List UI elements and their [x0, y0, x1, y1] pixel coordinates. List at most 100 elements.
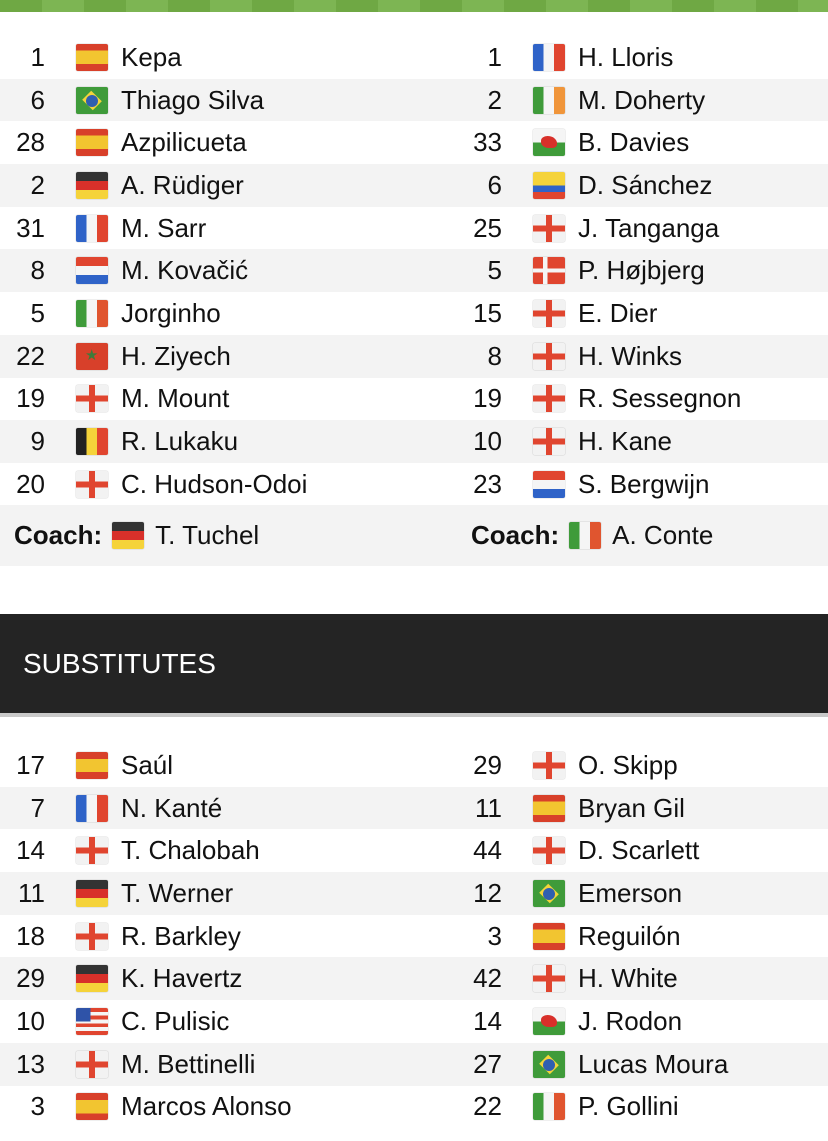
player-name[interactable]: P. Højbjerg — [578, 255, 705, 286]
away-player[interactable]: 44 D. Scarlett — [457, 829, 828, 872]
player-name[interactable]: Emerson — [578, 877, 683, 908]
home-player[interactable]: 13 M. Bettinelli — [0, 1043, 457, 1086]
player-name[interactable]: H. Lloris — [578, 41, 674, 72]
player-name[interactable]: M. Mount — [121, 383, 230, 414]
shirt-number: 5 — [30, 297, 45, 328]
away-player[interactable]: 29 O. Skipp — [457, 744, 828, 787]
player-name[interactable]: Kepa — [121, 41, 182, 72]
home-player[interactable]: 8 M. Kovačić — [0, 249, 457, 292]
away-player[interactable]: 3 Reguilón — [457, 915, 828, 958]
england-flag-icon — [533, 385, 565, 413]
player-name[interactable]: T. Chalobah — [121, 835, 260, 866]
player-name[interactable]: K. Havertz — [121, 963, 243, 994]
away-player[interactable]: 27 Lucas Moura — [457, 1043, 828, 1086]
england-flag-icon — [76, 922, 108, 950]
home-player[interactable]: 3 Marcos Alonso — [0, 1086, 457, 1129]
home-player[interactable]: 29 K. Havertz — [0, 957, 457, 1000]
away-player[interactable]: 1 H. Lloris — [457, 36, 828, 79]
player-name[interactable]: R. Barkley — [121, 920, 241, 951]
away-player[interactable]: 33 B. Davies — [457, 121, 828, 164]
player-name[interactable]: H. Winks — [578, 340, 682, 371]
england-flag-icon — [533, 837, 565, 865]
home-player[interactable]: 11 T. Werner — [0, 872, 457, 915]
player-name[interactable]: H. White — [578, 963, 678, 994]
home-player[interactable]: 9 R. Lukaku — [0, 420, 457, 463]
home-player[interactable]: 17 Saúl — [0, 744, 457, 787]
away-player[interactable]: 25 J. Tanganga — [457, 207, 828, 250]
morocco-flag-icon — [76, 342, 108, 370]
shirt-number: 44 — [473, 835, 502, 866]
away-player[interactable]: 12 Emerson — [457, 872, 828, 915]
brazil-flag-icon — [76, 86, 108, 114]
player-name[interactable]: Jorginho — [121, 297, 221, 328]
home-player[interactable]: 19 M. Mount — [0, 378, 457, 421]
home-player[interactable]: 31 M. Sarr — [0, 207, 457, 250]
player-name[interactable]: Thiago Silva — [121, 84, 265, 115]
player-name[interactable]: Bryan Gil — [578, 792, 685, 823]
home-player[interactable]: 1 Kepa — [0, 36, 457, 79]
shirt-number: 19 — [16, 383, 45, 414]
home-player[interactable]: 28 Azpilicueta — [0, 121, 457, 164]
home-player[interactable]: 6 Thiago Silva — [0, 79, 457, 122]
player-name[interactable]: P. Gollini — [578, 1091, 679, 1122]
player-name[interactable]: N. Kanté — [121, 792, 223, 823]
player-name[interactable]: H. Ziyech — [121, 340, 231, 371]
away-player[interactable]: 2 M. Doherty — [457, 79, 828, 122]
player-name[interactable]: R. Lukaku — [121, 426, 239, 457]
player-name[interactable]: D. Scarlett — [578, 835, 700, 866]
away-player[interactable]: 10 H. Kane — [457, 420, 828, 463]
away-player[interactable]: 14 J. Rodon — [457, 1000, 828, 1043]
player-name[interactable]: T. Werner — [121, 877, 234, 908]
away-player[interactable]: 6 D. Sánchez — [457, 164, 828, 207]
player-name[interactable]: B. Davies — [578, 127, 690, 158]
player-name[interactable]: A. Rüdiger — [121, 169, 244, 200]
player-name[interactable]: Saúl — [121, 749, 174, 780]
player-name[interactable]: M. Kovačić — [121, 255, 249, 286]
player-name[interactable]: M. Doherty — [578, 84, 706, 115]
away-player[interactable]: 42 H. White — [457, 957, 828, 1000]
home-player[interactable]: 7 N. Kanté — [0, 787, 457, 830]
away-player[interactable]: 19 R. Sessegnon — [457, 378, 828, 421]
england-flag-icon — [533, 214, 565, 242]
player-name[interactable]: J. Tanganga — [578, 212, 720, 243]
player-name[interactable]: M. Sarr — [121, 212, 207, 243]
player-row: 7 N. Kanté 11 Bryan Gil — [0, 786, 828, 830]
player-name[interactable]: E. Dier — [578, 297, 658, 328]
home-player[interactable]: 22 H. Ziyech — [0, 335, 457, 378]
away-player[interactable]: 23 S. Bergwijn — [457, 463, 828, 506]
player-name[interactable]: Marcos Alonso — [121, 1091, 292, 1122]
coach-row: Coach: T. Tuchel Coach: A. Conte — [0, 505, 828, 566]
away-player[interactable]: 15 E. Dier — [457, 292, 828, 335]
player-name[interactable]: O. Skipp — [578, 749, 678, 780]
home-player[interactable]: 2 A. Rüdiger — [0, 164, 457, 207]
player-name[interactable]: J. Rodon — [578, 1005, 683, 1036]
player-name[interactable]: Reguilón — [578, 920, 681, 951]
player-name[interactable]: Azpilicueta — [121, 127, 247, 158]
belgium-flag-icon — [76, 428, 108, 456]
player-name[interactable]: S. Bergwijn — [578, 468, 710, 499]
player-row: 8 M. Kovačić 5 P. Højbjerg — [0, 249, 828, 293]
coach-name[interactable]: A. Conte — [612, 520, 714, 550]
coach-name[interactable]: T. Tuchel — [155, 520, 260, 550]
player-name[interactable]: Lucas Moura — [578, 1048, 729, 1079]
shirt-number: 3 — [30, 1091, 45, 1122]
player-name[interactable]: R. Sessegnon — [578, 383, 742, 414]
home-player[interactable]: 5 Jorginho — [0, 292, 457, 335]
away-player[interactable]: 5 P. Højbjerg — [457, 249, 828, 292]
home-player[interactable]: 14 T. Chalobah — [0, 829, 457, 872]
home-player[interactable]: 20 C. Hudson-Odoi — [0, 463, 457, 506]
player-name[interactable]: C. Pulisic — [121, 1005, 230, 1036]
away-player[interactable]: 22 P. Gollini — [457, 1086, 828, 1129]
player-name[interactable]: D. Sánchez — [578, 169, 713, 200]
away-player[interactable]: 11 Bryan Gil — [457, 787, 828, 830]
home-player[interactable]: 10 C. Pulisic — [0, 1000, 457, 1043]
france-flag-icon — [533, 43, 565, 71]
italy-flag-icon — [76, 299, 108, 327]
substitutes-list: 17 Saúl 29 O. Skipp 7 N. Kanté 11 Bryan Gil 14 T.… — [0, 744, 828, 1128]
shirt-number: 29 — [473, 749, 502, 780]
away-player[interactable]: 8 H. Winks — [457, 335, 828, 378]
player-name[interactable]: H. Kane — [578, 426, 672, 457]
player-name[interactable]: C. Hudson-Odoi — [121, 468, 308, 499]
player-name[interactable]: M. Bettinelli — [121, 1048, 256, 1079]
home-player[interactable]: 18 R. Barkley — [0, 915, 457, 958]
